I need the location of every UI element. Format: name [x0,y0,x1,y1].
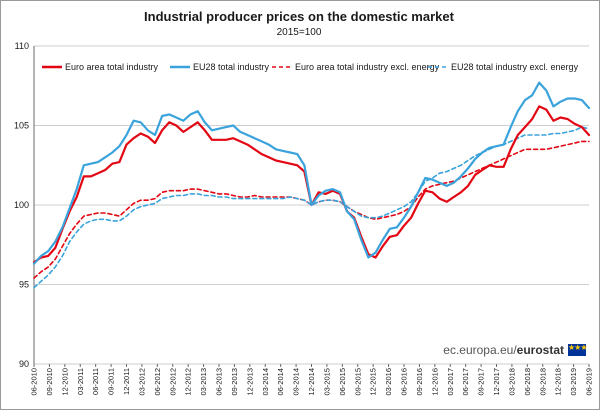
eu-flag-icon: ★★★ [568,343,588,356]
x-tick-label: 06-2016 [400,368,409,396]
x-tick-label: 09-2017 [477,368,486,396]
y-tick-label: 110 [15,41,29,51]
x-tick-label: 09-2010 [45,368,54,396]
x-tick-label: 12-2018 [554,368,563,396]
x-tick-label: 09-2015 [353,368,362,396]
x-tick-label: 12-2013 [245,368,254,396]
y-tick-label: 90 [19,359,29,369]
eu-flag-stars: ★★★ [568,343,588,352]
x-tick-label: 06-2012 [153,368,162,396]
y-tick-label: 105 [14,121,29,131]
x-tick-label: 06-2017 [461,368,470,396]
legend-label-0: Euro area total industry [65,62,159,72]
series-line-2 [33,140,590,279]
series-line-1 [32,81,591,265]
x-tick-label: 09-2014 [292,368,301,396]
x-tick-label: 09-2016 [415,368,424,396]
y-tick-label: 100 [14,200,29,210]
x-tick-label: 06-2019 [585,368,594,396]
x-tick-label: 03-2014 [261,368,270,396]
x-tick-label: 06-2011 [91,368,100,395]
legend-label-1: EU28 total industry [193,62,270,72]
chart-title: Industrial producer prices on the domest… [144,9,454,24]
x-tick-label: 06-2010 [30,368,39,396]
series-layer [32,81,591,289]
series-line-0 [32,105,591,264]
x-tick-label: 12-2014 [307,368,316,396]
legend-label-3: EU28 total industry excl. energy [451,62,579,72]
x-tick-label: 03-2019 [569,368,578,396]
x-tick-label: 12-2011 [122,368,131,395]
x-tick-label: 06-2015 [338,368,347,396]
x-tick-label: 03-2016 [384,368,393,396]
x-tick-label: 03-2012 [137,368,146,396]
x-tick-label: 03-2011 [76,368,85,395]
source-credit: ec.europa.eu/eurostat [443,343,564,357]
x-tick-label: 06-2013 [215,368,224,396]
x-tick-label: 12-2012 [184,368,193,396]
x-tick-label: 06-2014 [276,368,285,396]
x-tick-label: 09-2012 [168,368,177,396]
x-tick-label: 12-2017 [492,368,501,396]
y-tick-label: 95 [19,280,29,290]
x-tick-label: 09-2011 [107,368,116,395]
x-tick-label: 06-2018 [523,368,532,396]
x-tick-label: 09-2013 [230,368,239,396]
x-tick-label: 03-2013 [199,368,208,396]
legend-label-2: Euro area total industry excl. energy [295,62,440,72]
x-tick-label: 09-2018 [538,368,547,396]
x-tick-label: 03-2018 [507,368,516,396]
x-tick-label: 03-2017 [446,368,455,396]
axis-layer: 90 95 100 105 110 06-2010 09-2010 12-2010 03-201… [14,41,594,396]
legend: Euro area total industry EU28 total indus… [42,62,579,72]
x-tick-label: 12-2016 [430,368,439,396]
x-tick-label: 03-2015 [322,368,331,396]
source-site: ec.europa.eu/ [443,343,517,357]
chart-subtitle: 2015=100 [276,27,322,38]
x-tick-label: 12-2015 [369,368,378,396]
source-brand: eurostat [516,343,564,357]
series-line-3 [33,126,590,289]
x-tick-label: 12-2010 [60,368,69,396]
